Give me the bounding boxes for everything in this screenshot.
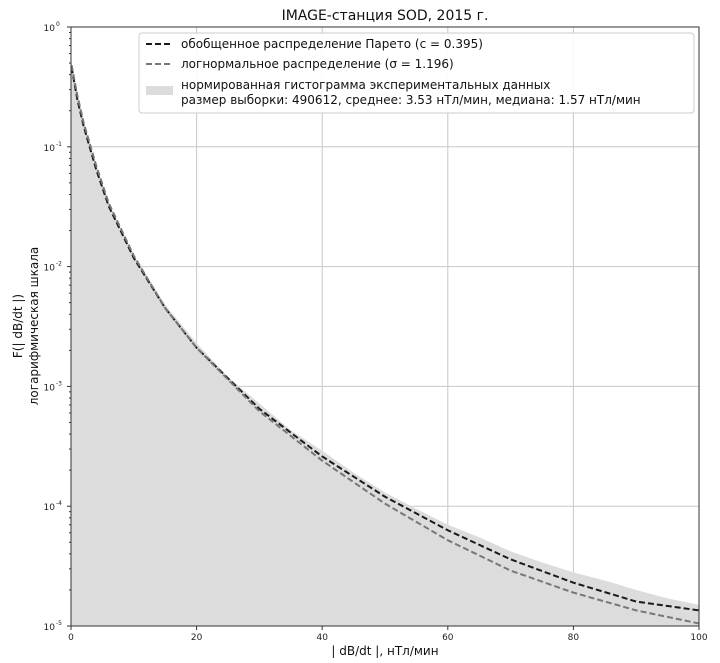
y-tick-label: 10 — [44, 264, 56, 274]
x-tick-label: 20 — [191, 633, 203, 643]
y-tick-label: 10 — [44, 24, 56, 34]
y-tick-exponent: -4 — [56, 500, 62, 507]
x-axis: 0 20 40 60 80 100 — [68, 626, 708, 643]
y-tick-exponent: -2 — [56, 261, 62, 268]
histogram — [71, 68, 699, 627]
chart-title: IMAGE-станция SOD, 2015 г. — [282, 8, 489, 24]
legend-swatch-histogram — [146, 86, 173, 95]
y-tick-label: 10 — [44, 383, 56, 393]
legend-label-histogram: нормированная гистограмма эксперименталь… — [181, 78, 550, 92]
legend-label-lognormal: логнормальное распределение (σ = 1.196) — [181, 57, 454, 71]
x-tick-label: 40 — [316, 633, 328, 643]
x-tick-label: 60 — [442, 633, 454, 643]
plot-frame — [70, 26, 700, 627]
y-tick-exponent: 0 — [56, 21, 60, 28]
legend-label-pareto: обобщенное распределение Парето (c = 0.3… — [181, 37, 483, 51]
legend: обобщенное распределение Парето (c = 0.3… — [138, 32, 695, 114]
y-axis-label: логарифмическая шкала — [27, 247, 41, 406]
y-tick-label: 10 — [44, 623, 56, 633]
series-layer — [70, 65, 700, 625]
y-tick-label: 10 — [44, 503, 56, 513]
series-lognormal — [70, 65, 700, 625]
y-tick-exponent: -1 — [56, 141, 62, 148]
y-tick-exponent: -3 — [56, 380, 62, 387]
legend-label-sample: размер выборки: 490612, среднее: 3.53 нТ… — [181, 93, 641, 107]
histogram-area — [71, 68, 699, 627]
x-axis-label: | dB/dt |, нТл/мин — [331, 644, 438, 658]
y-axis-label-function: F(| dB/dt |) — [11, 294, 25, 358]
x-tick-label: 0 — [68, 633, 74, 643]
y-tick-label: 10 — [44, 144, 56, 154]
x-tick-label: 80 — [568, 633, 580, 643]
x-tick-label: 100 — [690, 633, 707, 643]
y-tick-exponent: -5 — [56, 620, 62, 627]
